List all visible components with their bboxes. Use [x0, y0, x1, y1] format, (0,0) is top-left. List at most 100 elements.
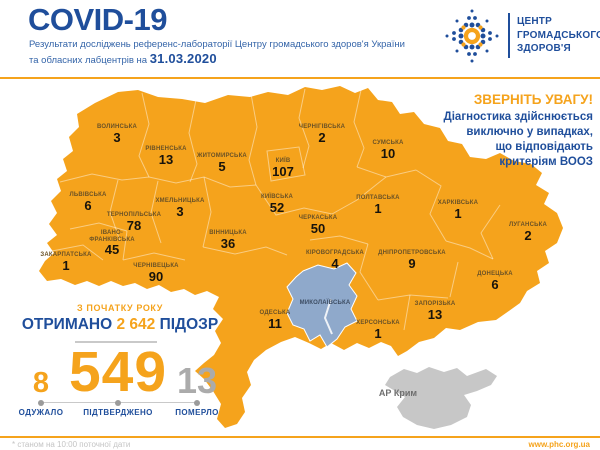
received-prefix: ОТРИМАНО	[21, 316, 117, 333]
connector-dot	[194, 399, 200, 406]
region-case-count: 1	[62, 257, 70, 273]
subtitle-line1: Результати досліджень референс-лаборатор…	[29, 39, 405, 50]
region-case-count: 107	[272, 163, 294, 179]
region-name: МИКОЛАЇВСЬКА	[299, 300, 351, 306]
region-name: ТЕРНОПІЛЬСЬКА	[106, 212, 162, 218]
region-case-count: 90	[148, 268, 164, 284]
region-label: ЛУГАНСЬКА 2	[509, 222, 547, 242]
region-name: ОДЕСЬКА	[259, 310, 291, 316]
region-case-count: 6	[491, 276, 499, 292]
region-case-count: 2	[524, 227, 532, 243]
connector-dot	[38, 399, 44, 406]
region-label: ПОЛТАВСЬКА 1	[356, 195, 399, 215]
logo-text-line2: ГРОМАДСЬКОГО	[517, 29, 600, 41]
crimea-shape	[385, 367, 497, 429]
logo-divider	[508, 13, 510, 58]
connector-dot	[115, 399, 121, 406]
region-label: КІРОВОГРАДСЬКА 4	[306, 250, 364, 270]
region-name: ЛЬВІВСЬКА	[69, 192, 107, 198]
footer-divider	[0, 436, 600, 438]
region-case-count: 9	[408, 255, 416, 271]
region-label: ЗАКАРПАТСЬКА 1	[40, 252, 91, 272]
ukraine-mainland-shape	[39, 86, 563, 428]
region-case-count: 13	[158, 151, 174, 167]
region-name: ХМЕЛЬНИЦЬКА	[155, 198, 205, 204]
region-label: ДНІПРОПЕТРОВСЬКА 9	[378, 250, 446, 270]
recovered-label: ОДУЖАЛО	[18, 408, 64, 417]
region-name: ПОЛТАВСЬКА	[356, 195, 400, 201]
mykolaiv-region-shape	[286, 262, 358, 348]
region-case-count: 2	[318, 129, 326, 145]
region-case-count: 13	[427, 306, 443, 322]
notice-line3: що відповідають	[495, 141, 593, 153]
notice-line2: виключно у випадках,	[466, 126, 593, 138]
region-label: МИКОЛАЇВСЬКА	[300, 300, 351, 307]
region-name: ІВАНО- ФРАНКІВСЬКА	[89, 230, 135, 243]
region-label: ЧЕРНІГІВСЬКА 2	[299, 124, 345, 144]
report-date: 31.03.2020	[149, 51, 217, 66]
region-name: ЧЕРКАСЬКА	[298, 215, 338, 221]
region-label: ВІННИЦЬКА 36	[209, 230, 246, 250]
attention-notice: ЗВЕРНІТЬ УВАГУ! Діагностика здійснюється…	[444, 92, 593, 170]
confirmed-count: 549	[68, 340, 168, 405]
notice-line1: Діагностика здійснюється	[443, 111, 593, 123]
region-case-count: 78	[126, 217, 142, 233]
region-name: ДНІПРОПЕТРОВСЬКА	[378, 250, 446, 256]
crimea-label: АР Крим	[378, 388, 418, 398]
region-label: КИЇВ 107	[272, 158, 294, 178]
mykolaiv-river	[323, 298, 333, 335]
footer-website: www.phc.org.ua	[528, 440, 590, 449]
region-name: РІВНЕНСЬКА	[145, 146, 187, 152]
confirmed-label: ПІДТВЕРДЖЕНО	[83, 408, 153, 417]
region-label: ЧЕРНІВЕЦЬКА 90	[133, 263, 178, 283]
died-count: 13	[176, 360, 218, 402]
region-name: ВОЛИНСЬКА	[97, 124, 137, 130]
region-case-count: 1	[454, 205, 462, 221]
region-name: ХАРКІВСЬКА	[437, 200, 479, 206]
region-case-count: 45	[104, 242, 120, 258]
logo-text: ЦЕНТР ГРОМАДСЬКОГО ЗДОРОВ'Я	[517, 15, 600, 56]
region-name: ДОНЕЦЬКА	[477, 271, 513, 277]
region-label: ХМЕЛЬНИЦЬКА 3	[155, 198, 204, 218]
recovered-count: 8	[32, 367, 50, 400]
region-name: КИЇВ	[275, 158, 291, 164]
region-label: ДОНЕЦЬКА 6	[477, 271, 513, 291]
region-label: ХЕРСОНСЬКА 1	[356, 320, 400, 340]
suspicions-count: 2 642	[116, 316, 156, 333]
region-label: ІВАНО- ФРАНКІВСЬКА 45	[89, 230, 135, 256]
region-label: ВОЛИНСЬКА 3	[97, 124, 137, 144]
region-label: ЖИТОМИРСЬКА 5	[197, 153, 247, 173]
counters-row: 8 549 13	[5, 340, 235, 405]
region-label: ХАРКІВСЬКА 1	[438, 200, 478, 220]
region-case-count: 3	[113, 129, 121, 145]
notice-heading: ЗВЕРНІТЬ УВАГУ!	[473, 92, 593, 107]
region-case-count: 10	[380, 145, 396, 161]
region-case-count: 50	[310, 220, 326, 236]
logo-text-line3: ЗДОРОВ'Я	[517, 43, 571, 54]
region-name: ЧЕРНІГІВСЬКА	[298, 124, 346, 130]
notice-line4: критеріям ВООЗ	[499, 156, 593, 168]
region-name: ЛУГАНСЬКА	[508, 222, 548, 228]
region-label: ТЕРНОПІЛЬСЬКА 78	[107, 212, 161, 232]
died-label: ПОМЕРЛО	[175, 408, 219, 417]
region-case-count: 1	[374, 325, 382, 341]
page-title: COVID-19	[28, 2, 167, 37]
region-case-count: 3	[176, 203, 184, 219]
region-case-count: 5	[218, 158, 226, 174]
region-case-count: 52	[269, 199, 285, 215]
suspicions-line: ОТРИМАНО 2 642 ПІДОЗР	[22, 316, 218, 334]
region-name: ЧЕРНІВЕЦЬКА	[133, 263, 179, 269]
region-name: ЗАКАРПАТСЬКА	[40, 252, 92, 258]
region-case-count: 1	[374, 200, 382, 216]
region-name: ЖИТОМИРСЬКА	[197, 153, 247, 159]
header-divider	[0, 77, 600, 79]
region-label: КИЇВСЬКА 52	[261, 194, 293, 214]
subtitle-line2-prefix: та обласних лабцентрів на	[29, 55, 150, 66]
footer-note: * станом на 10:00 поточної дати	[12, 440, 131, 449]
oblast-borders	[51, 88, 501, 331]
logo-text-line1: ЦЕНТР	[517, 16, 552, 27]
region-label: ЧЕРКАСЬКА 50	[299, 215, 338, 235]
region-case-count: 36	[220, 235, 236, 251]
